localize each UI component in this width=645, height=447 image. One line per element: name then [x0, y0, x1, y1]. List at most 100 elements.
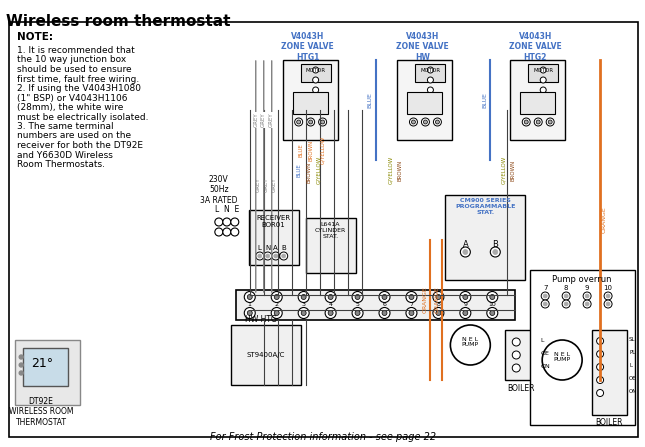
Circle shape	[604, 300, 612, 308]
Text: OE: OE	[629, 376, 637, 381]
Circle shape	[548, 120, 552, 124]
Circle shape	[493, 249, 498, 254]
Circle shape	[606, 294, 610, 298]
Text: 4: 4	[328, 303, 333, 308]
Text: GREY: GREY	[272, 178, 277, 192]
Bar	[415, 64, 446, 82]
Text: (1" BSP) or V4043H1106: (1" BSP) or V4043H1106	[17, 93, 128, 102]
Text: BLUE: BLUE	[368, 92, 373, 108]
Circle shape	[536, 120, 541, 124]
Text: BROWN: BROWN	[306, 161, 311, 183]
Circle shape	[490, 311, 495, 316]
Text: G/YELLOW: G/YELLOW	[320, 136, 325, 164]
Text: CM900 SERIES
PROGRAMMABLE
STAT.: CM900 SERIES PROGRAMMABLE STAT.	[455, 198, 515, 215]
Circle shape	[274, 295, 279, 299]
Text: 2: 2	[275, 303, 279, 308]
Text: B: B	[492, 240, 498, 249]
Text: V4043H
ZONE VALVE
HW: V4043H ZONE VALVE HW	[396, 32, 449, 62]
Bar	[236, 290, 515, 320]
Circle shape	[256, 252, 264, 260]
Bar	[528, 64, 558, 82]
Circle shape	[412, 120, 415, 124]
Circle shape	[512, 351, 521, 359]
Text: BROWN: BROWN	[398, 160, 403, 181]
Text: DT92E
WIRELESS ROOM
THERMOSTAT: DT92E WIRELESS ROOM THERMOSTAT	[9, 397, 74, 427]
Text: ST9400A/C: ST9400A/C	[246, 352, 285, 358]
Text: the 10 way junction box: the 10 way junction box	[17, 55, 126, 64]
Text: L: L	[541, 338, 544, 343]
Circle shape	[562, 292, 570, 300]
Circle shape	[597, 389, 604, 396]
Circle shape	[534, 118, 542, 126]
Circle shape	[406, 291, 417, 303]
Circle shape	[564, 294, 568, 298]
Text: and Y6630D Wireless: and Y6630D Wireless	[17, 151, 113, 160]
Text: GREY: GREY	[261, 113, 266, 127]
Circle shape	[215, 228, 223, 236]
Circle shape	[450, 325, 490, 365]
Circle shape	[512, 364, 521, 372]
Text: For Frost Protection information - see page 22: For Frost Protection information - see p…	[210, 432, 435, 442]
Circle shape	[355, 295, 360, 299]
Text: 9: 9	[463, 303, 468, 308]
Circle shape	[428, 67, 433, 73]
Circle shape	[541, 87, 546, 93]
Text: (28mm), the white wire: (28mm), the white wire	[17, 103, 124, 112]
Circle shape	[223, 228, 231, 236]
Text: Wireless room thermostat: Wireless room thermostat	[6, 14, 231, 29]
Circle shape	[382, 295, 387, 299]
Circle shape	[433, 118, 441, 126]
Circle shape	[428, 87, 433, 93]
Bar	[231, 325, 301, 385]
Bar	[23, 348, 68, 386]
Text: 3: 3	[302, 303, 306, 308]
Text: MOTOR: MOTOR	[306, 67, 326, 72]
Text: GREY: GREY	[253, 113, 258, 127]
Circle shape	[406, 308, 417, 319]
Text: 230V
50Hz
3A RATED: 230V 50Hz 3A RATED	[200, 175, 237, 205]
Circle shape	[244, 291, 255, 303]
Text: Pump overrun: Pump overrun	[552, 275, 612, 284]
Circle shape	[231, 228, 239, 236]
Circle shape	[321, 120, 324, 124]
Circle shape	[19, 371, 23, 375]
Circle shape	[463, 311, 468, 316]
Circle shape	[280, 252, 288, 260]
Text: ORANGE: ORANGE	[602, 207, 607, 233]
Text: B: B	[281, 245, 286, 251]
Circle shape	[436, 311, 441, 316]
Text: MOTOR: MOTOR	[421, 67, 441, 72]
Circle shape	[301, 311, 306, 316]
Text: A: A	[273, 245, 278, 251]
Circle shape	[564, 302, 568, 306]
Circle shape	[585, 302, 589, 306]
Bar	[249, 210, 299, 265]
Text: G/YELLOW: G/YELLOW	[316, 156, 321, 184]
Bar	[521, 92, 555, 114]
Circle shape	[583, 292, 591, 300]
Circle shape	[272, 252, 280, 260]
Circle shape	[487, 291, 498, 303]
Text: BROWN: BROWN	[308, 139, 313, 160]
Circle shape	[247, 311, 252, 316]
Circle shape	[313, 67, 319, 73]
Text: MOTOR: MOTOR	[533, 67, 553, 72]
Text: 21°: 21°	[31, 357, 54, 370]
Text: 10: 10	[604, 285, 613, 291]
Circle shape	[522, 118, 530, 126]
Circle shape	[409, 295, 414, 299]
Circle shape	[597, 337, 604, 345]
Circle shape	[562, 300, 570, 308]
Circle shape	[328, 311, 333, 316]
Text: V4043H
ZONE VALVE
HTG1: V4043H ZONE VALVE HTG1	[281, 32, 334, 62]
Text: GREY: GREY	[256, 178, 261, 192]
Circle shape	[266, 254, 270, 258]
Circle shape	[298, 308, 309, 319]
Bar	[408, 92, 442, 114]
Text: HW HTG: HW HTG	[245, 316, 277, 325]
Text: 8: 8	[564, 285, 568, 291]
Circle shape	[542, 340, 582, 380]
Text: BLUE: BLUE	[296, 163, 301, 177]
Circle shape	[436, 295, 441, 299]
Circle shape	[264, 252, 272, 260]
